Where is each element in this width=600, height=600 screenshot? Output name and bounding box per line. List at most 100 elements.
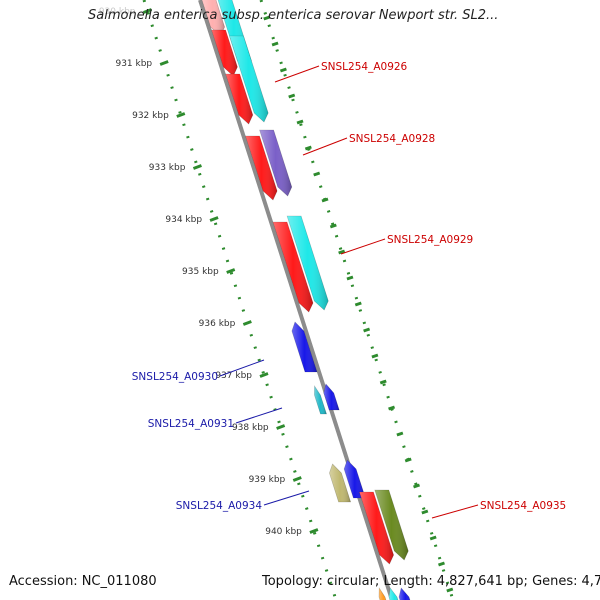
backbone-line bbox=[198, 0, 394, 600]
kbp-tick-label: 936 kbp bbox=[199, 319, 236, 329]
outer-tick bbox=[363, 327, 371, 333]
kbp-tick bbox=[176, 112, 186, 118]
outer-tick bbox=[413, 483, 420, 489]
kbp-tick bbox=[159, 60, 169, 66]
tick-dot-lines bbox=[142, 0, 455, 600]
gene-cyan-a0926 bbox=[229, 35, 269, 123]
kbp-tick bbox=[142, 8, 153, 14]
gene-partial-top-shade bbox=[202, 0, 225, 36]
gene-label: SNSL254_A0928 bbox=[349, 133, 435, 145]
inner-tick-dots bbox=[142, 0, 338, 600]
gene-sn-a0931b bbox=[323, 383, 340, 411]
outer-tick bbox=[379, 379, 387, 385]
kbp-tick-label: 939 kbp bbox=[249, 475, 286, 485]
gene-label: SNSL254_A0935 bbox=[480, 500, 566, 512]
outer-tick bbox=[288, 93, 296, 99]
outer-tick bbox=[421, 509, 429, 515]
outer-tick bbox=[371, 353, 379, 359]
gene-label: SNSL254_A0931 bbox=[148, 418, 234, 430]
gene-bottom-orange bbox=[378, 587, 387, 600]
outer-tick bbox=[354, 301, 362, 307]
gene-label-leader bbox=[274, 65, 320, 83]
outer-tick bbox=[388, 405, 396, 411]
gene-bottom-cyan bbox=[388, 587, 399, 600]
kbp-tick bbox=[292, 476, 302, 482]
topology-label: Topology: bbox=[262, 574, 323, 589]
gene-bottom-blue bbox=[398, 587, 411, 600]
sequence-stats: Topology: circular; Length: 4,827,641 bp; … bbox=[262, 574, 600, 589]
gene-label-leader bbox=[340, 238, 386, 255]
kbp-tick-label: 938 kbp bbox=[232, 423, 269, 433]
gene-sn-a0926-shade bbox=[225, 74, 253, 124]
outer-tick bbox=[446, 587, 454, 593]
outer-tick bbox=[429, 535, 437, 541]
gene-purple-a0928-shade bbox=[259, 130, 292, 196]
gene-sn-a0929-shade bbox=[273, 222, 313, 312]
kbp-tick-label: 935 kbp bbox=[182, 267, 219, 277]
genes-label: Genes: bbox=[532, 574, 578, 589]
gene-sn-a0935-shade bbox=[359, 492, 394, 564]
gene-label: SNSL254_A0929 bbox=[387, 234, 473, 246]
kbp-tick bbox=[276, 424, 286, 430]
gene-sn-a0926-left bbox=[211, 29, 238, 77]
outer-tick bbox=[329, 223, 337, 229]
gene-sn-a0930 bbox=[291, 321, 318, 373]
gene-sn-a0934 bbox=[343, 459, 366, 499]
gene-sn-a0934-shade bbox=[344, 460, 366, 498]
gene-olive-a0935-shade bbox=[374, 490, 409, 560]
gene-cyan-a0929 bbox=[286, 215, 329, 311]
gene-sn-a0929 bbox=[272, 221, 314, 313]
kbp-tick bbox=[309, 528, 319, 534]
gene-bottom-orange-shade bbox=[379, 588, 386, 600]
gene-sn-a0931b-shade bbox=[323, 384, 340, 410]
gene-sn-a0930-shade bbox=[291, 322, 317, 372]
outer-tick bbox=[263, 15, 271, 21]
gene-sn-a0926-left-shade bbox=[211, 30, 238, 76]
kbp-tick bbox=[259, 372, 269, 378]
kbp-tick bbox=[226, 268, 236, 274]
outer-tick bbox=[313, 171, 321, 177]
gene-sn-a0931-shade bbox=[314, 386, 327, 414]
gene-track bbox=[201, 0, 411, 600]
outer-tick bbox=[304, 145, 312, 151]
gene-sn-a0928-shade bbox=[245, 136, 278, 200]
kbp-tick-label: 933 kbp bbox=[149, 163, 186, 173]
gene-bottom-cyan-shade bbox=[389, 588, 398, 600]
gene-label: SNSL254_A0926 bbox=[321, 61, 408, 73]
kbp-tick-label: 931 kbp bbox=[115, 59, 152, 69]
accession-info: Accession: NC_011080 bbox=[9, 574, 157, 589]
gene-label-leaders: SNSL254_A0926 SNSL254_A0928 SNSL254_A0929 S… bbox=[132, 61, 566, 519]
genome-backbone bbox=[198, 0, 394, 600]
kbp-tick-label: 934 kbp bbox=[165, 215, 202, 225]
topology-value: circular; bbox=[326, 574, 380, 589]
genes-value: 4,721 bbox=[581, 574, 600, 589]
gene-sn-a0934b-shade bbox=[329, 464, 351, 502]
outer-tick bbox=[271, 41, 279, 47]
gene-label-leader bbox=[302, 137, 348, 156]
outer-tick-dots bbox=[259, 0, 455, 600]
accession-label: Accession: bbox=[9, 574, 78, 589]
gene-label: SNSL254_A0930 bbox=[132, 371, 218, 383]
gene-label-leader bbox=[219, 359, 265, 377]
gene-label-leader bbox=[235, 407, 283, 424]
gene-label: SNSL254_A0934 bbox=[176, 500, 263, 512]
kbp-tick-marks: 930 kbp 931 kbp 932 kbp 933 kbp 934 kbp 935 k… bbox=[99, 7, 454, 593]
kbp-tick bbox=[209, 216, 219, 222]
gene-cyan-a0926-shade bbox=[229, 36, 269, 122]
kbp-tick-label: 932 kbp bbox=[132, 111, 169, 121]
gene-sn-a0931 bbox=[314, 385, 327, 415]
gene-label-leader bbox=[263, 490, 310, 506]
organism-title: Salmonella enterica subsp. enterica sero… bbox=[88, 8, 499, 23]
outer-tick bbox=[396, 431, 404, 437]
gene-label-leader bbox=[431, 504, 479, 519]
kbp-tick-label: 940 kbp bbox=[265, 527, 302, 537]
length-value: 4,827,641 bp; bbox=[436, 574, 528, 589]
gene-sn-a0928 bbox=[245, 135, 278, 201]
kbp-tick bbox=[242, 320, 252, 326]
outer-tick bbox=[279, 67, 287, 73]
kbp-tick-label: 930 kbp bbox=[99, 7, 136, 17]
kbp-tick bbox=[192, 164, 202, 170]
gene-cyan-a0929-shade bbox=[287, 216, 329, 310]
outer-tick bbox=[296, 119, 304, 125]
